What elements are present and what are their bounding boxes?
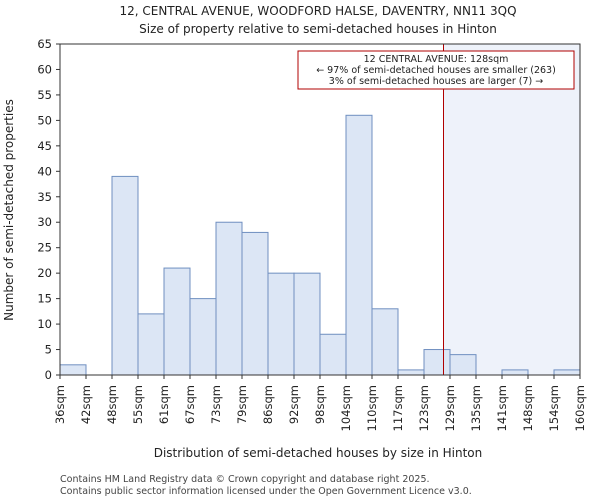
x-axis-label: Distribution of semi-detached houses by … xyxy=(154,446,483,460)
y-tick-label: 65 xyxy=(37,37,52,51)
y-tick-label: 40 xyxy=(37,164,52,178)
y-tick-label: 5 xyxy=(45,343,52,357)
plot-area-frame xyxy=(59,43,581,376)
bar-79sqm xyxy=(241,231,269,376)
x-tick-label: 104sqm xyxy=(339,385,353,431)
x-tick-label: 154sqm xyxy=(547,385,561,431)
x-tick-label: 73sqm xyxy=(209,385,223,424)
bar-154sqm xyxy=(553,369,581,376)
annotation-line3: 3% of semi-detached houses are larger (7… xyxy=(329,76,543,87)
annotation-line2: ← 97% of semi-detached houses are smalle… xyxy=(316,65,556,76)
y-tick-label: 55 xyxy=(37,88,52,102)
x-tick-label: 129sqm xyxy=(443,385,457,431)
bar-73sqm xyxy=(215,221,243,376)
x-tick-label: 141sqm xyxy=(495,385,509,431)
bar-36sqm xyxy=(59,364,87,376)
chart-title-line1: 12, CENTRAL AVENUE, WOODFORD HALSE, DAVE… xyxy=(119,4,516,18)
bar-110sqm xyxy=(371,308,399,376)
x-tick-label: 148sqm xyxy=(521,385,535,431)
x-tick-label: 92sqm xyxy=(287,385,301,424)
bar-98sqm xyxy=(319,333,347,376)
x-tick-label: 98sqm xyxy=(313,385,327,424)
y-tick-label: 10 xyxy=(37,317,52,331)
y-tick-label: 0 xyxy=(45,368,52,382)
property-annotation: 12 CENTRAL AVENUE: 128sqm ← 97% of semi-… xyxy=(297,50,575,90)
y-tick-label: 45 xyxy=(37,139,52,153)
bar-67sqm xyxy=(189,298,217,376)
footer-line1: Contains HM Land Registry data © Crown c… xyxy=(60,474,430,485)
bar-117sqm xyxy=(397,369,425,376)
larger-houses-region xyxy=(443,44,580,375)
x-tick-label: 61sqm xyxy=(157,385,171,424)
bar-104sqm xyxy=(345,114,373,376)
footer-line2: Contains public sector information licen… xyxy=(60,486,472,497)
bar-series xyxy=(59,114,581,376)
bar-92sqm xyxy=(293,272,321,376)
x-tick-label: 48sqm xyxy=(105,385,119,424)
x-tick-label: 67sqm xyxy=(183,385,197,424)
bar-55sqm xyxy=(137,313,165,376)
x-tick-label: 117sqm xyxy=(391,385,405,431)
bar-48sqm xyxy=(111,175,139,376)
x-tick-label: 110sqm xyxy=(365,385,379,431)
bar-86sqm xyxy=(267,272,295,376)
x-tick-label: 36sqm xyxy=(53,385,67,424)
annotation-line1: 12 CENTRAL AVENUE: 128sqm xyxy=(364,54,509,65)
x-tick-label: 79sqm xyxy=(235,385,249,424)
y-axis-label: Number of semi-detached properties xyxy=(2,99,16,321)
bar-141sqm xyxy=(501,369,529,376)
x-tick-label: 86sqm xyxy=(261,385,275,424)
chart-title-line2: Size of property relative to semi-detach… xyxy=(139,22,497,36)
x-axis-ticks: 36sqm 42sqm 48sqm 55sqm 61sqm 67sqm 73sqm 79sqm… xyxy=(53,375,587,431)
y-tick-label: 15 xyxy=(37,292,52,306)
y-tick-label: 60 xyxy=(37,62,52,76)
x-tick-label: 55sqm xyxy=(131,385,145,424)
x-tick-label: 160sqm xyxy=(573,385,587,431)
y-axis-ticks: 0 5 10 15 20 25 30 35 40 45 50 55 60 65 xyxy=(37,37,60,382)
bar-129sqm xyxy=(449,354,477,376)
x-tick-label: 123sqm xyxy=(417,385,431,431)
y-tick-label: 25 xyxy=(37,241,52,255)
x-tick-label: 135sqm xyxy=(469,385,483,431)
x-tick-label: 42sqm xyxy=(79,385,93,424)
annotation-box-frame xyxy=(297,50,575,90)
y-tick-label: 50 xyxy=(37,113,52,127)
bar-61sqm xyxy=(163,267,191,376)
y-tick-label: 30 xyxy=(37,215,52,229)
y-tick-label: 35 xyxy=(37,190,52,204)
y-tick-label: 20 xyxy=(37,266,52,280)
bar-123sqm xyxy=(423,349,451,376)
